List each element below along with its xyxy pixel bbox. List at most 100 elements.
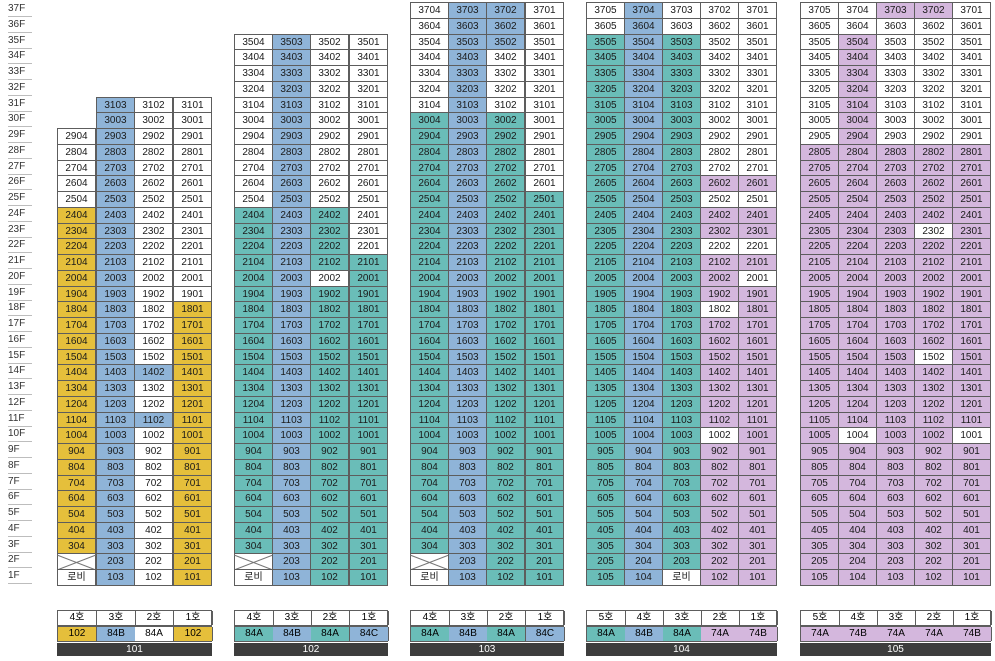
unit-cell: 1904 bbox=[57, 285, 96, 303]
unit-cell: 1103 bbox=[448, 411, 487, 429]
unit-cell: 3304 bbox=[838, 65, 877, 82]
unit-cell: 501 bbox=[173, 506, 212, 523]
unit-cell: 1602 bbox=[700, 332, 739, 350]
unit-cell: 1903 bbox=[96, 285, 135, 303]
floor-label: 37F bbox=[8, 2, 32, 17]
unit-cell: 3002 bbox=[700, 112, 739, 129]
unit-cell: 3404 bbox=[624, 49, 663, 66]
unit-cell: 2103 bbox=[876, 254, 915, 271]
unit-cell: 103 bbox=[448, 569, 487, 586]
unit-cell: 303 bbox=[662, 537, 701, 555]
unit-line-label: 1호 bbox=[174, 611, 213, 625]
unit-cell: 2004 bbox=[624, 269, 663, 287]
unit-cell: 1101 bbox=[349, 411, 388, 429]
unit-cell: 2801 bbox=[173, 143, 212, 161]
unit-cell: 3003 bbox=[448, 112, 487, 129]
unit-line-label: 5호 bbox=[587, 611, 626, 625]
unit-type-label: 84C bbox=[526, 627, 565, 641]
unit-cell: 2602 bbox=[700, 175, 739, 192]
unit-cell: 3705 bbox=[586, 2, 625, 19]
unit-cell: 3405 bbox=[586, 49, 625, 66]
unit-cell: 2401 bbox=[349, 206, 388, 224]
unit-cell: 1305 bbox=[586, 380, 625, 397]
unit-type-row: 84A 84B 84A 74A 74B bbox=[586, 626, 778, 642]
unit-cell: 1405 bbox=[800, 364, 839, 381]
unit-cell: 1003 bbox=[272, 427, 311, 444]
unit-cell: 2301 bbox=[525, 222, 564, 240]
unit-cell: 1103 bbox=[96, 411, 135, 429]
unit-line-label: 2호 bbox=[701, 611, 740, 625]
unit-cell: 3701 bbox=[738, 2, 777, 19]
unit-cell: 1602 bbox=[310, 332, 349, 350]
unit-cell: 302 bbox=[700, 537, 739, 555]
unit-cell: 1603 bbox=[272, 332, 311, 350]
unit-cell: 2404 bbox=[838, 206, 877, 224]
unit-cell: 2802 bbox=[700, 143, 739, 161]
unit-cell: 701 bbox=[525, 474, 564, 492]
floor-label: 2F bbox=[8, 553, 32, 569]
unit-cell: 2905 bbox=[586, 128, 625, 145]
unit-cell: 2302 bbox=[134, 222, 173, 240]
unit-cell: 2705 bbox=[800, 159, 839, 177]
unit-cell: 605 bbox=[800, 490, 839, 507]
unit-cell: 1702 bbox=[134, 317, 173, 334]
floor-label: 1F bbox=[8, 569, 32, 584]
unit-cell: 3301 bbox=[525, 65, 564, 82]
unit-line-label: 3호 bbox=[273, 611, 312, 625]
unit-cell: 3302 bbox=[310, 65, 349, 82]
lobby-cell: 로비 bbox=[662, 569, 701, 586]
unit-cell: 1303 bbox=[96, 380, 135, 397]
unit-cell: 3003 bbox=[876, 112, 915, 129]
unit-cell: 1605 bbox=[800, 332, 839, 350]
unit-cell: 3004 bbox=[838, 112, 877, 129]
unit-type-label: 84B bbox=[97, 627, 136, 641]
unit-cell: 2602 bbox=[914, 175, 953, 192]
unit-cell: 901 bbox=[349, 443, 388, 460]
unit-cell: 1902 bbox=[914, 285, 953, 303]
unit-cell: 2605 bbox=[586, 175, 625, 192]
unit-cell: 2704 bbox=[234, 159, 273, 177]
unit-cell: 3405 bbox=[800, 49, 839, 66]
unit-cell: 502 bbox=[486, 506, 525, 523]
unit-cell: 1104 bbox=[234, 411, 273, 429]
unit-cell: 2603 bbox=[876, 175, 915, 192]
unit-cell: 1802 bbox=[134, 301, 173, 318]
unit-cell: 3502 bbox=[310, 33, 349, 51]
unit-type-label: 84A bbox=[663, 627, 702, 641]
unit-cell: 3705 bbox=[800, 2, 839, 19]
unit-cell: 303 bbox=[876, 537, 915, 555]
unit-cell: 2502 bbox=[700, 191, 739, 208]
unit-cell: 1002 bbox=[134, 427, 173, 444]
unit-line-label: 2호 bbox=[311, 611, 350, 625]
unit-cell: 1004 bbox=[234, 427, 273, 444]
unit-cell: 1501 bbox=[525, 348, 564, 366]
unit-type-row: 102 84B 84A 102 bbox=[57, 626, 213, 642]
unit-cell: 1901 bbox=[173, 285, 212, 303]
unit-cell: 1705 bbox=[800, 317, 839, 334]
unit-cell: 3104 bbox=[234, 96, 273, 114]
unit-cell: 703 bbox=[448, 474, 487, 492]
unit-cell: 3402 bbox=[914, 49, 953, 66]
unit-cell: 103 bbox=[876, 569, 915, 586]
unit-cell: 1304 bbox=[624, 380, 663, 397]
unit-cell: 3305 bbox=[586, 65, 625, 82]
unit-cell: 3303 bbox=[662, 65, 701, 82]
unit-type-label: 84A bbox=[411, 627, 450, 641]
unit-cell: 1603 bbox=[662, 332, 701, 350]
unit-cell: 2803 bbox=[662, 143, 701, 161]
unit-cell: 1804 bbox=[234, 301, 273, 318]
unit-cell: 2502 bbox=[486, 191, 525, 208]
unit-cell: 2202 bbox=[486, 238, 525, 255]
unit-cell: 803 bbox=[272, 458, 311, 476]
unit-cell: 2002 bbox=[486, 269, 525, 287]
unit-cell: 404 bbox=[838, 521, 877, 539]
unit-cell: 1102 bbox=[914, 411, 953, 429]
unit-cell: 1704 bbox=[838, 317, 877, 334]
unit-cell: 802 bbox=[134, 458, 173, 476]
unit-cell: 1401 bbox=[738, 364, 777, 381]
lobby-cell: 로비 bbox=[410, 569, 449, 586]
unit-cell: 501 bbox=[349, 506, 388, 523]
unit-cell: 2503 bbox=[272, 191, 311, 208]
unit-cell: 901 bbox=[952, 443, 991, 460]
unit-cell: 1403 bbox=[272, 364, 311, 381]
